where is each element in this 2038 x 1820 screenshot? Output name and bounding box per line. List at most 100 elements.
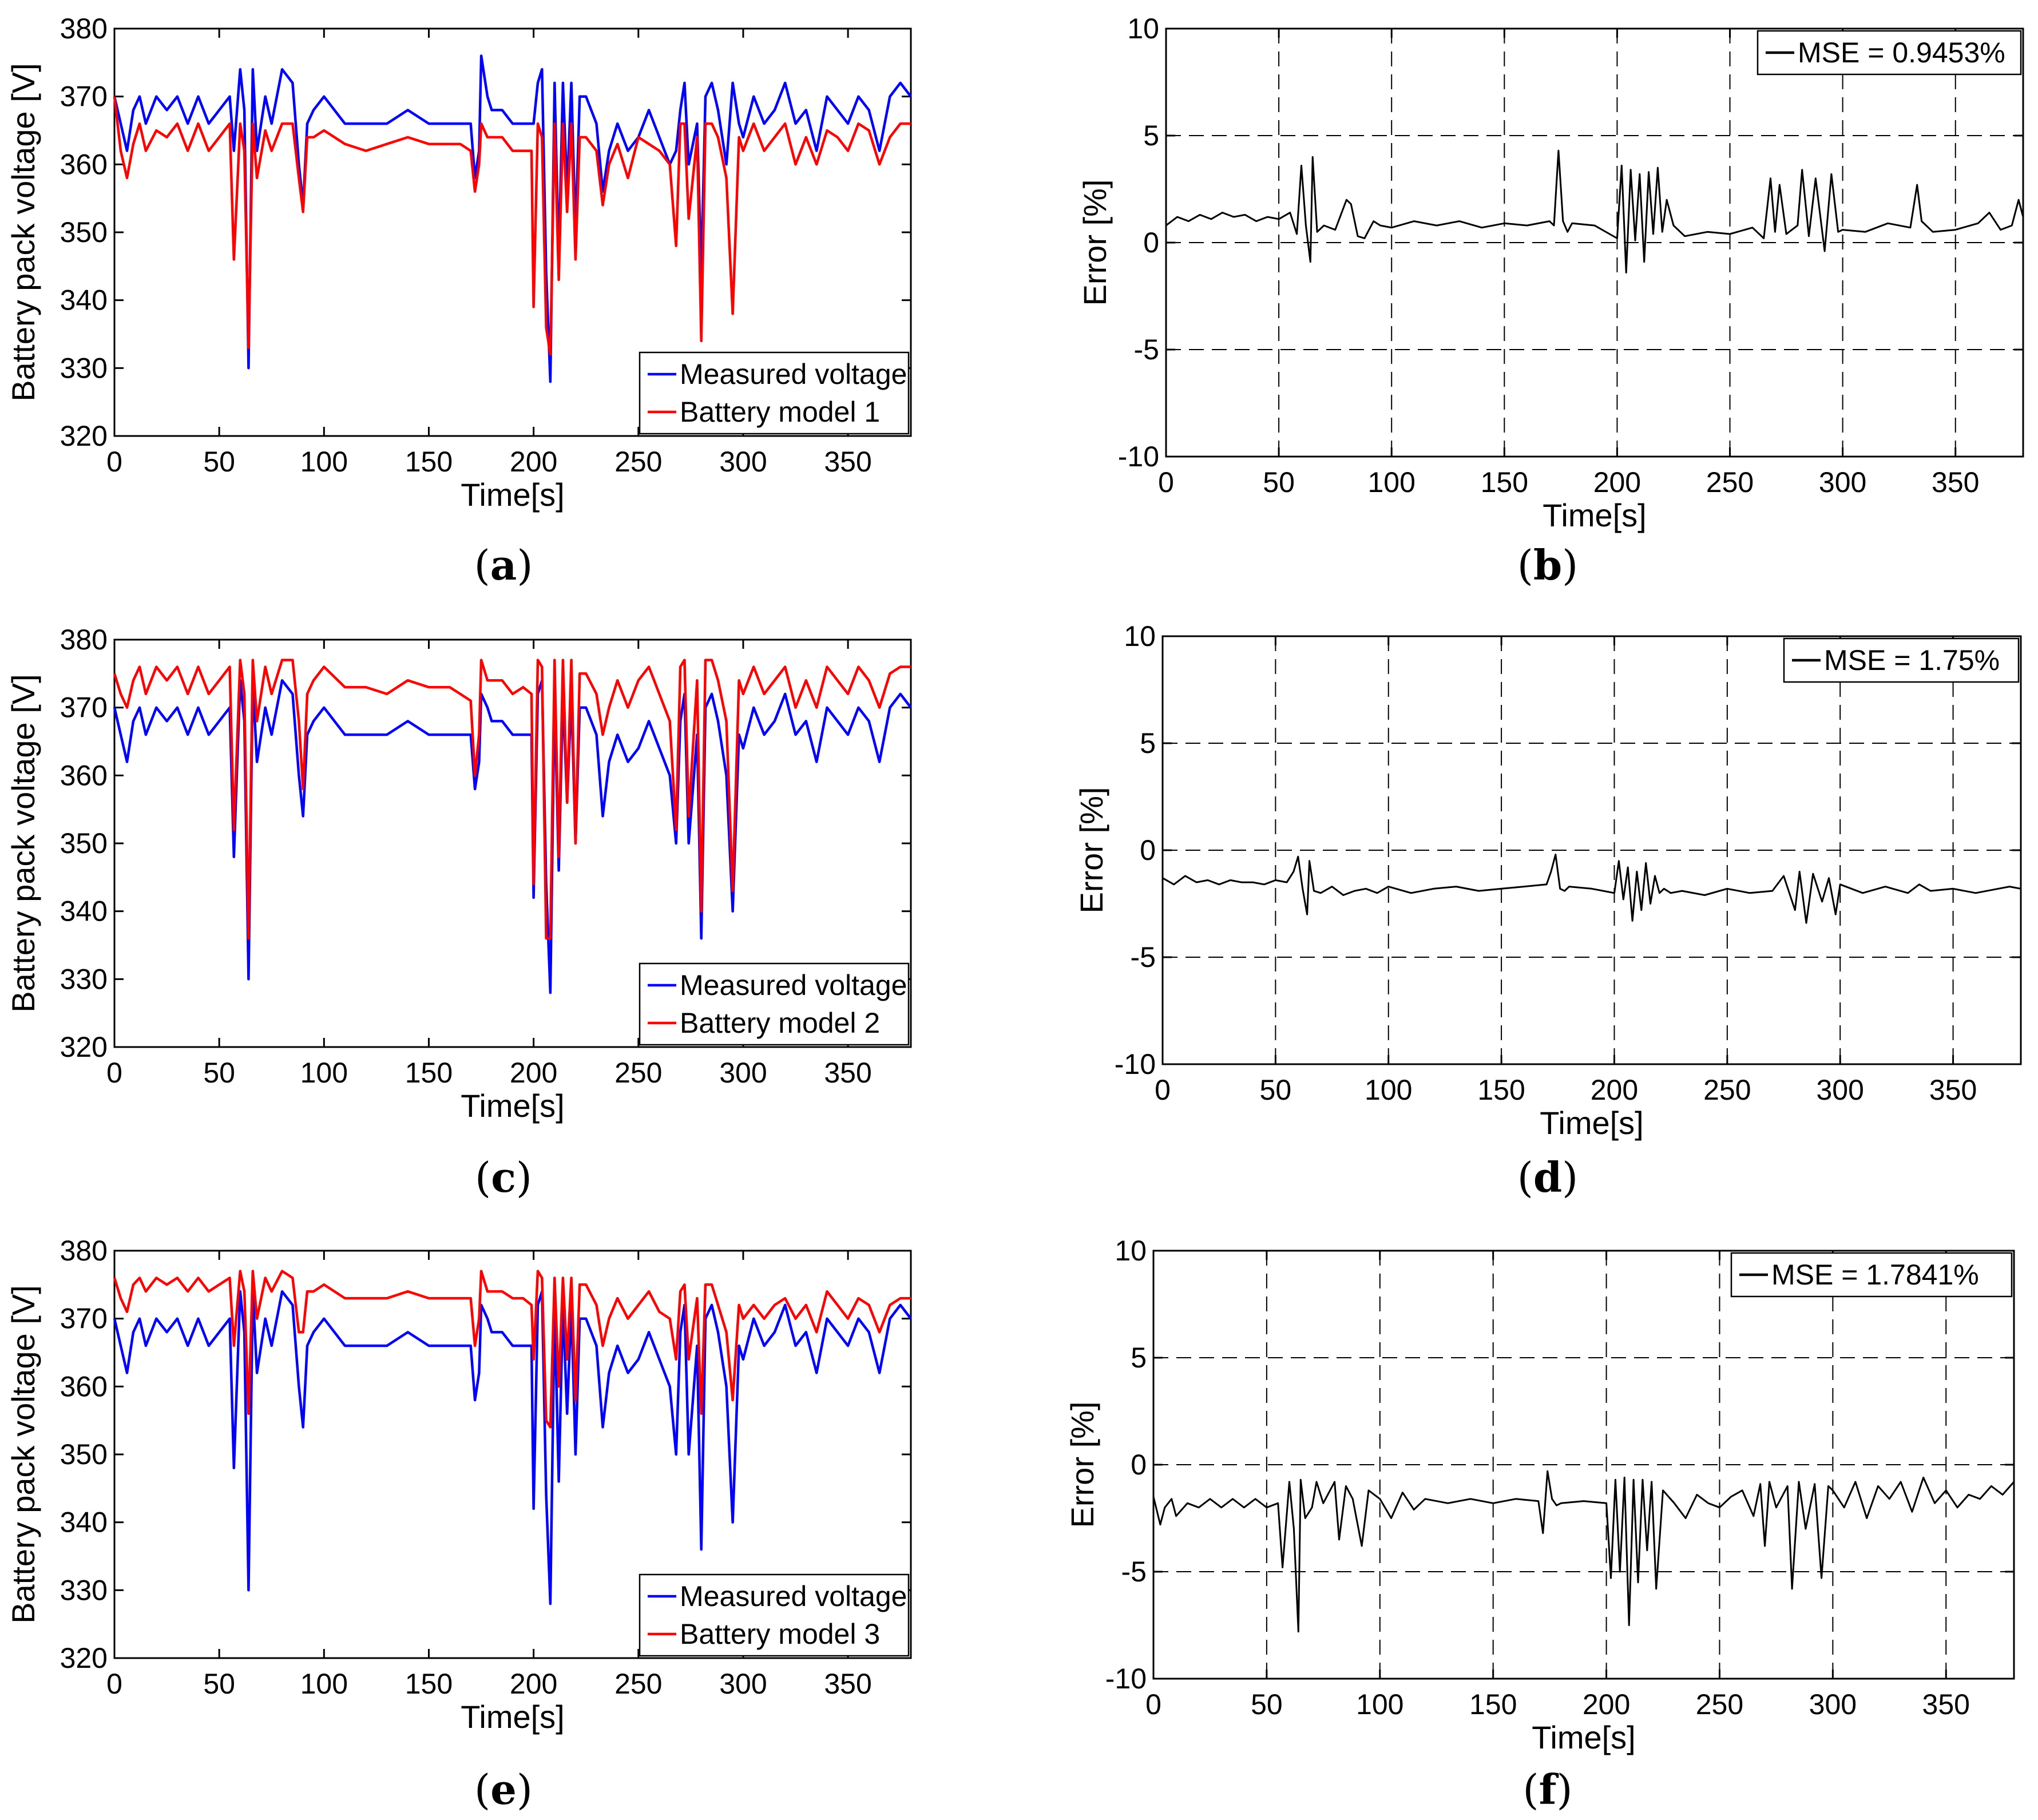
caption-e: (e): [474, 1765, 533, 1814]
y-tick-label: 10: [1115, 1235, 1147, 1267]
y-tick-label: -10: [1118, 441, 1159, 473]
y-tick-label: -10: [1105, 1663, 1147, 1695]
x-tick-label: 300: [719, 1668, 767, 1700]
y-tick-label: 5: [1131, 1342, 1147, 1374]
caption-f-letter: f: [1539, 1765, 1557, 1814]
x-tick-label: 150: [405, 446, 453, 478]
x-tick-label: 250: [1703, 1074, 1751, 1106]
y-tick-label: 380: [60, 624, 108, 656]
y-tick-label: 330: [60, 1574, 108, 1606]
x-tick-label: 200: [1583, 1688, 1630, 1720]
x-tick-label: 250: [614, 1057, 662, 1089]
legend-label-2: Battery model 2: [680, 1007, 880, 1039]
series-line-1: [1165, 149, 2024, 273]
x-tick-label: 0: [106, 1668, 122, 1700]
x-tick-label: 50: [203, 1668, 235, 1700]
caption-b: (b): [1517, 541, 1579, 589]
y-axis-label: Error [%]: [1073, 787, 1109, 914]
x-tick-label: 0: [1158, 466, 1174, 498]
y-tick-label: 10: [1127, 13, 1159, 45]
caption-a: (a): [474, 541, 533, 589]
y-tick-label: -10: [1115, 1048, 1156, 1080]
series-line-2: [113, 96, 911, 356]
x-tick-label: 100: [300, 446, 348, 478]
x-tick-label: 150: [405, 1057, 453, 1089]
x-axis-label: Time[s]: [1540, 1105, 1643, 1141]
x-tick-label: 100: [300, 1668, 348, 1700]
x-tick-label: 200: [510, 1668, 557, 1700]
legend-box: [639, 962, 910, 1046]
y-tick-label: 5: [1143, 120, 1159, 152]
x-tick-label: 350: [824, 446, 871, 478]
chart-b: 0 50 100 150 200 250 300 350 -10 -5 0 5 10 Time[s] Err…: [1077, 13, 2024, 533]
x-tick-label: 250: [1696, 1688, 1743, 1720]
series-line-1: [1162, 854, 2021, 924]
x-tick-label: 100: [1365, 1074, 1412, 1106]
x-tick-label: 200: [1591, 1074, 1638, 1106]
x-axis-label: Time[s]: [1532, 1719, 1635, 1755]
x-tick-label: 350: [1922, 1688, 1970, 1720]
y-tick-label: -5: [1131, 941, 1156, 973]
x-tick-label: 200: [510, 446, 557, 478]
y-tick-label: -5: [1134, 334, 1159, 366]
x-tick-label: 350: [824, 1057, 871, 1089]
x-axis-label: Time[s]: [461, 1699, 564, 1735]
x-tick-label: 100: [1356, 1688, 1403, 1720]
y-tick-label: 320: [60, 420, 108, 452]
caption-c-letter: c: [491, 1153, 516, 1202]
y-tick-label: 330: [60, 963, 108, 995]
x-tick-label: 150: [1469, 1688, 1517, 1720]
caption-f: (f): [1522, 1765, 1573, 1814]
legend: Measured voltage Battery model 3: [639, 1573, 910, 1657]
x-tick-label: 300: [719, 1057, 767, 1089]
legend-box: [1730, 1252, 2013, 1298]
legend: Measured voltage Battery model 2: [639, 962, 910, 1046]
y-tick-label: 0: [1131, 1449, 1147, 1481]
y-axis-label: Battery pack voltage [V]: [5, 63, 41, 401]
legend-label-2: Battery model 1: [680, 396, 880, 428]
x-tick-label: 50: [1260, 1074, 1292, 1106]
legend-label-2: Battery model 3: [680, 1618, 880, 1650]
caption-e-letter: e: [490, 1765, 517, 1814]
y-tick-label: 320: [60, 1642, 108, 1674]
x-tick-label: 50: [203, 446, 235, 478]
series-line-1: [113, 54, 912, 383]
legend: Measured voltage Battery model 1: [639, 351, 910, 435]
y-tick-label: 380: [60, 13, 108, 45]
legend: MSE = 0.9453%: [1757, 30, 2022, 76]
x-tick-label: 250: [1706, 466, 1754, 498]
chart-a: 0 50 100 150 200 250 300 350 320 330 340 350 360 370 3…: [5, 13, 912, 513]
legend-label-1: MSE = 0.9453%: [1798, 37, 2005, 69]
y-tick-label: 320: [60, 1031, 108, 1063]
y-tick-label: 340: [60, 1506, 108, 1539]
x-tick-label: 50: [203, 1057, 235, 1089]
x-tick-label: 0: [1155, 1074, 1171, 1106]
x-tick-label: 250: [614, 446, 662, 478]
y-tick-label: 350: [60, 827, 108, 859]
x-tick-label: 350: [824, 1668, 871, 1700]
y-axis-label: Error [%]: [1077, 180, 1113, 306]
legend-box: [639, 351, 910, 435]
legend-label-1: Measured voltage: [680, 969, 907, 1001]
x-tick-label: 0: [106, 1057, 122, 1089]
caption-a-letter: a: [490, 541, 517, 589]
x-axis-label: Time[s]: [1543, 497, 1646, 533]
x-tick-label: 0: [106, 446, 122, 478]
x-tick-label: 200: [1593, 466, 1641, 498]
y-tick-label: 10: [1124, 620, 1156, 652]
y-tick-label: 350: [60, 216, 108, 248]
x-tick-label: 350: [1932, 466, 1979, 498]
y-tick-label: -5: [1121, 1556, 1147, 1588]
legend-label-1: MSE = 1.75%: [1824, 644, 2000, 676]
y-tick-label: 330: [60, 352, 108, 384]
legend-label-1: Measured voltage: [680, 358, 907, 390]
x-tick-label: 50: [1251, 1688, 1283, 1720]
legend-label-1: Measured voltage: [680, 1580, 907, 1612]
legend-label-1: MSE = 1.7841%: [1771, 1259, 1979, 1291]
x-tick-label: 150: [405, 1668, 453, 1700]
chart-f: 0 50 100 150 200 250 300 350 -10 -5 0 5 10 Time[s] Err…: [1064, 1235, 2015, 1755]
chart-c: 0 50 100 150 200 250 300 350 320 330 340 350 360 370 3…: [5, 624, 912, 1124]
caption-d: (d): [1517, 1153, 1579, 1202]
y-axis-label: Error [%]: [1064, 1402, 1100, 1528]
x-tick-label: 100: [1367, 466, 1415, 498]
